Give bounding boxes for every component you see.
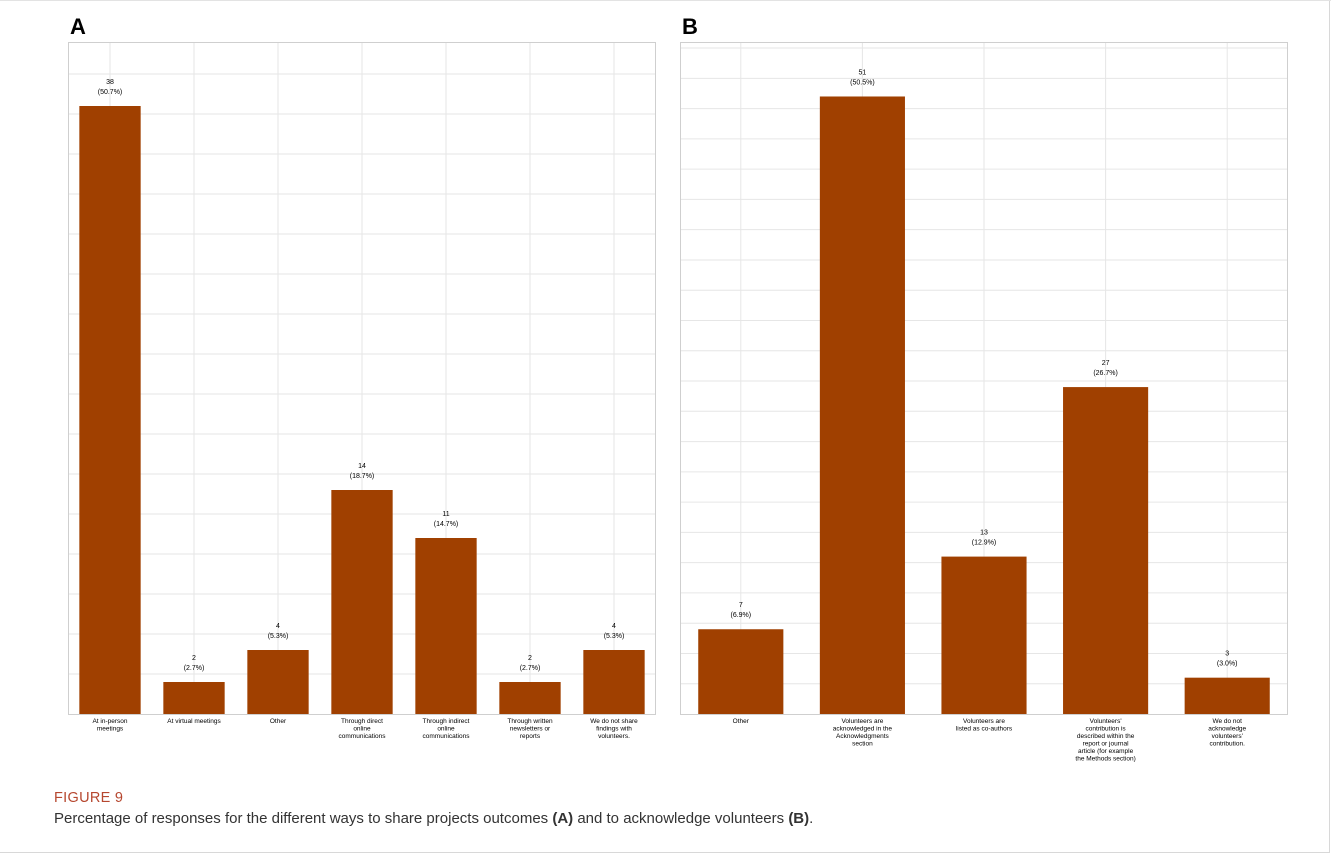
bar xyxy=(698,629,784,714)
caption-part-3: and to acknowledge volunteers xyxy=(573,810,789,827)
x-tick-label: meetings xyxy=(97,726,124,733)
x-tick-label: Other xyxy=(270,718,287,725)
x-tick-label: listed as co-authors xyxy=(956,726,1013,733)
x-tick-label: We do not xyxy=(1212,718,1242,725)
panel-label-a: A xyxy=(70,14,86,39)
x-tick-label: volunteers. xyxy=(598,733,630,740)
bar xyxy=(79,106,141,714)
data-label-count: 14 xyxy=(358,463,366,470)
caption-part-5: . xyxy=(809,810,814,827)
panel-label-b: B xyxy=(682,14,698,39)
x-tick-label: At virtual meetings xyxy=(167,718,221,725)
x-tick-label: Volunteers are xyxy=(841,718,883,725)
bar xyxy=(247,650,309,714)
x-tick-label: Other xyxy=(733,718,750,725)
data-label-percent: (5.3%) xyxy=(604,633,625,640)
x-tick-label: volunteers' xyxy=(1212,733,1243,740)
data-label-count: 7 xyxy=(739,602,743,609)
data-label-percent: (18.7%) xyxy=(350,473,375,480)
x-tick-label: communications xyxy=(339,733,387,740)
x-tick-label: reports xyxy=(520,733,541,740)
data-label-percent: (3.0%) xyxy=(1217,661,1238,668)
caption-part-1: Percentage of responses for the differen… xyxy=(54,810,553,827)
data-label-percent: (14.7%) xyxy=(434,521,459,528)
bar xyxy=(583,650,645,714)
x-tick-label: We do not share xyxy=(590,718,638,725)
data-label-percent: (12.9%) xyxy=(972,540,997,547)
x-tick-label: Through direct xyxy=(341,718,383,725)
bar xyxy=(1063,387,1149,714)
x-tick-label: online xyxy=(437,726,455,733)
x-tick-label: the Methods section) xyxy=(1075,756,1135,763)
caption-part-2: (A) xyxy=(552,810,574,827)
x-tick-label: findings with xyxy=(596,726,632,733)
data-label-count: 4 xyxy=(276,623,280,630)
bar xyxy=(163,682,225,714)
data-label-count: 27 xyxy=(1102,360,1110,367)
bar xyxy=(941,556,1027,714)
data-label-count: 2 xyxy=(528,655,532,662)
data-label-count: 4 xyxy=(612,623,616,630)
x-tick-label: newsletters or xyxy=(510,726,551,733)
data-label-percent: (2.7%) xyxy=(184,665,205,672)
x-tick-label: Through written xyxy=(507,718,553,725)
x-tick-label: At in-person xyxy=(92,718,127,725)
x-tick-label: article (for example xyxy=(1078,748,1134,755)
data-label-percent: (26.7%) xyxy=(1093,370,1118,377)
top-divider xyxy=(0,0,1331,1)
x-tick-label: Through indirect xyxy=(423,718,470,725)
x-tick-label: described within the xyxy=(1077,733,1135,740)
x-tick-label: communications xyxy=(423,733,471,740)
x-tick-label: Acknowledgments xyxy=(836,733,889,740)
x-tick-label: report or journal xyxy=(1083,741,1129,748)
x-tick-label: acknowledge xyxy=(1208,726,1246,733)
x-tick-label: contribution. xyxy=(1209,741,1245,748)
plot-border xyxy=(68,42,656,715)
caption-part-4: (B) xyxy=(788,810,810,827)
bar xyxy=(819,96,905,715)
x-tick-label: online xyxy=(353,726,371,733)
data-label-percent: (2.7%) xyxy=(520,665,541,672)
x-tick-label: contribution is xyxy=(1086,726,1127,733)
data-label-percent: (50.5%) xyxy=(850,79,875,86)
x-tick-label: acknowledged in the xyxy=(833,726,893,733)
figure-caption: Percentage of responses for the differen… xyxy=(54,810,813,827)
x-tick-label: Volunteers' xyxy=(1090,718,1122,725)
data-label-count: 38 xyxy=(106,79,114,86)
data-label-count: 51 xyxy=(859,69,867,76)
x-tick-label: section xyxy=(852,741,873,748)
bar xyxy=(331,490,393,714)
data-label-count: 13 xyxy=(980,530,988,537)
data-label-count: 3 xyxy=(1225,651,1229,658)
figure-label: FIGURE 9 xyxy=(54,790,124,806)
plot-border xyxy=(680,42,1288,715)
data-label-percent: (50.7%) xyxy=(98,89,123,96)
bar xyxy=(499,682,561,714)
data-label-count: 11 xyxy=(442,511,449,518)
bar xyxy=(1184,677,1270,714)
data-label-percent: (5.3%) xyxy=(268,633,289,640)
data-label-count: 2 xyxy=(192,655,196,662)
bar xyxy=(415,538,477,714)
x-tick-label: Volunteers are xyxy=(963,718,1005,725)
data-label-percent: (6.9%) xyxy=(730,612,751,619)
